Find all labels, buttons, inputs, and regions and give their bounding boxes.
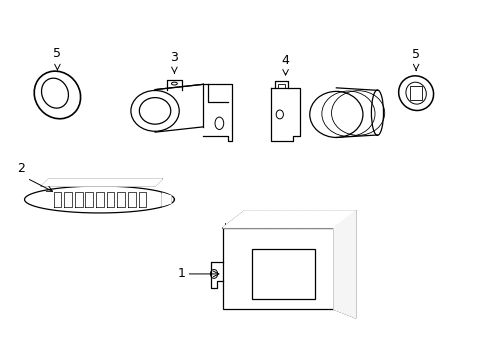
Polygon shape <box>223 211 355 228</box>
Polygon shape <box>162 193 171 206</box>
Polygon shape <box>41 179 162 186</box>
Text: 1: 1 <box>177 267 185 280</box>
Bar <box>409 86 421 100</box>
Text: 2: 2 <box>17 162 25 175</box>
Text: 5: 5 <box>411 48 419 61</box>
Bar <box>223 228 333 309</box>
Bar <box>251 249 314 299</box>
Polygon shape <box>333 211 355 318</box>
Text: 3: 3 <box>170 51 178 64</box>
Bar <box>278 84 284 88</box>
Text: 5: 5 <box>53 47 61 60</box>
Text: 4: 4 <box>281 54 289 67</box>
